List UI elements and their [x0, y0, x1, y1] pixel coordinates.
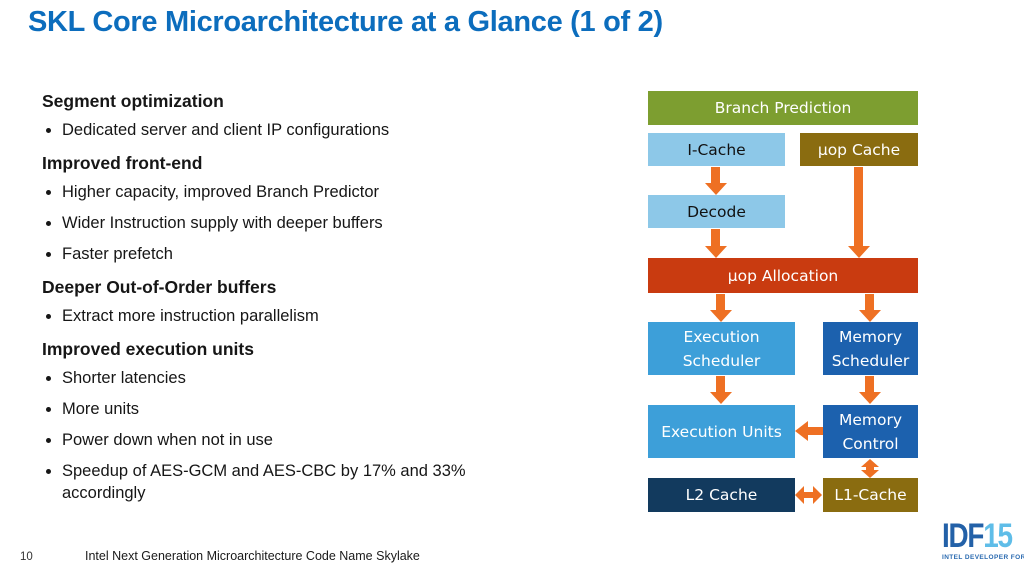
slide-title: SKL Core Microarchitecture at a Glance (… [28, 6, 663, 38]
block-uop-cache: µop Cache [800, 133, 918, 166]
bullet-item: Higher capacity, improved Branch Predict… [62, 181, 528, 203]
block-memory-control: Memory Control [823, 405, 918, 458]
block-execution-scheduler: Execution Scheduler [648, 322, 795, 375]
footer-citation: Intel Next Generation Microarchitecture … [85, 549, 420, 563]
section-improved-front-end: Improved front-end Higher capacity, impr… [42, 150, 528, 265]
section-heading: Improved execution units [42, 339, 254, 359]
bullet-item: Shorter latencies [62, 367, 528, 389]
idf15-logo: IDF15 INTEL DEVELOPER FORUM [942, 519, 1024, 561]
block-branch-prediction: Branch Prediction [648, 91, 918, 125]
bullet-list: Higher capacity, improved Branch Predict… [42, 181, 528, 265]
arrow-down-decode-to-allocation-icon [705, 229, 727, 258]
block-i-cache: I-Cache [648, 133, 785, 166]
block-execution-units: Execution Units [648, 405, 795, 458]
section-segment-optimization: Segment optimization Dedicated server an… [42, 88, 528, 141]
bullet-list: Shorter latencies More units Power down … [42, 367, 528, 504]
section-improved-execution-units: Improved execution units Shorter latenci… [42, 336, 528, 504]
arrow-left-mem-control-to-exec-units-icon [795, 421, 823, 441]
idf-logo-year: 15 [983, 517, 1013, 555]
page-number: 10 [20, 551, 33, 563]
section-heading: Segment optimization [42, 91, 224, 111]
bullet-item: More units [62, 398, 528, 420]
bullet-list: Extract more instruction parallelism [42, 305, 528, 327]
arrow-bidirectional-l2-l1-icon [795, 486, 822, 504]
block-decode: Decode [648, 195, 785, 228]
arrow-bidirectional-mem-control-l1-icon [861, 459, 879, 478]
arrow-down-mem-scheduler-to-mem-control-icon [859, 376, 881, 404]
section-heading: Improved front-end [42, 153, 203, 173]
arrow-down-uopcache-to-allocation-icon [848, 167, 870, 258]
block-l1-cache: L1-Cache [823, 478, 918, 512]
arrow-down-exec-scheduler-to-exec-units-icon [710, 376, 732, 404]
idf-logo-subtitle: INTEL DEVELOPER FORUM [942, 554, 1024, 561]
bullet-item: Faster prefetch [62, 243, 528, 265]
section-deeper-ooo-buffers: Deeper Out-of-Order buffers Extract more… [42, 274, 528, 327]
block-memory-scheduler: Memory Scheduler [823, 322, 918, 375]
block-uop-allocation: µop Allocation [648, 258, 918, 293]
bullet-item: Speedup of AES-GCM and AES-CBC by 17% an… [62, 460, 528, 504]
block-l2-cache: L2 Cache [648, 478, 795, 512]
bullet-item: Dedicated server and client IP configura… [62, 119, 528, 141]
bullet-list: Dedicated server and client IP configura… [42, 119, 528, 141]
bullet-item: Wider Instruction supply with deeper buf… [62, 212, 528, 234]
bullet-item: Extract more instruction parallelism [62, 305, 528, 327]
arrow-down-allocation-to-exec-scheduler-icon [710, 294, 732, 322]
bullet-content: Segment optimization Dedicated server an… [42, 88, 528, 513]
arrow-down-allocation-to-mem-scheduler-icon [859, 294, 881, 322]
arrow-down-icache-to-decode-icon [705, 167, 727, 195]
idf15-logo-wordmark: IDF15 [942, 519, 1013, 553]
pipeline-diagram: Branch Prediction I-Cache µop Cache Deco… [648, 91, 918, 512]
bullet-item: Power down when not in use [62, 429, 528, 451]
idf-logo-text: IDF [942, 517, 984, 555]
section-heading: Deeper Out-of-Order buffers [42, 277, 277, 297]
